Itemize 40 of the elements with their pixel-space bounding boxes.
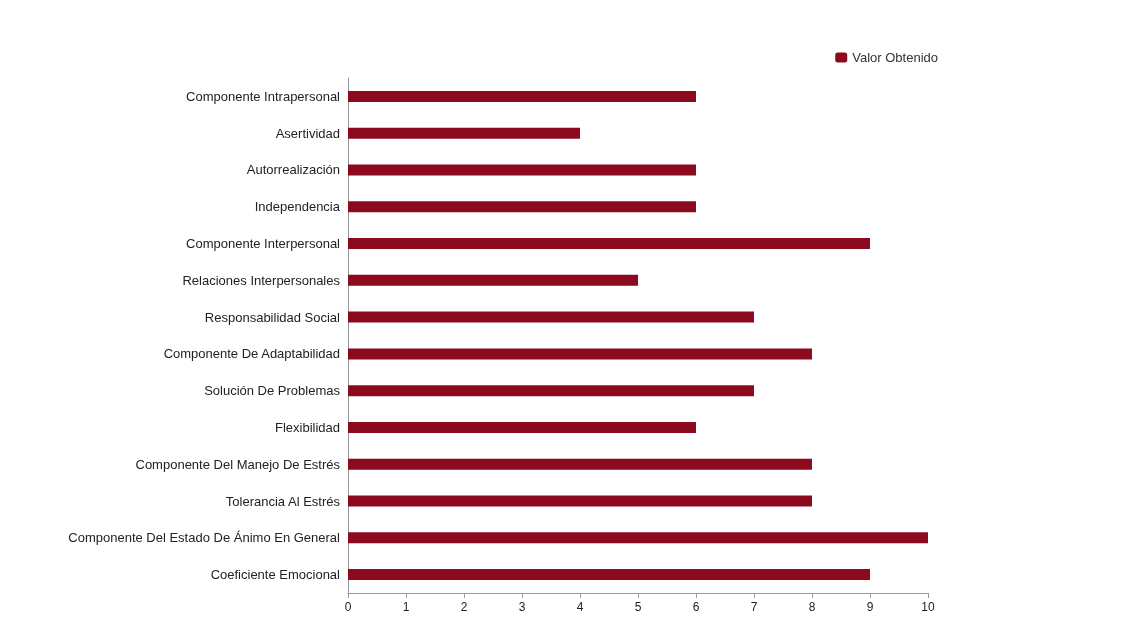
x-tick-label: 0 <box>344 600 352 614</box>
y-tick-label: Componente Interpersonal <box>186 236 341 252</box>
legend-label: Valor Obtenido <box>852 50 939 65</box>
bar <box>348 385 754 397</box>
bar <box>348 569 870 581</box>
x-tick-label: 7 <box>750 600 758 614</box>
x-tick-label: 3 <box>518 600 526 614</box>
bar <box>348 532 928 544</box>
x-tick-label: 5 <box>634 600 642 614</box>
y-tick-label: Asertividad <box>275 125 340 141</box>
bar <box>348 127 580 139</box>
x-tick-label: 10 <box>921 600 935 614</box>
y-tick-label: Tolerancia Al Estrés <box>225 493 341 509</box>
x-tick-label: 2 <box>460 600 468 614</box>
x-tick-label: 4 <box>576 600 584 614</box>
y-tick-label: Componente Intrapersonal <box>186 88 341 104</box>
y-tick-label: Coeficiente Emocional <box>210 567 341 583</box>
bar <box>348 164 696 176</box>
bar <box>348 421 696 433</box>
bar <box>348 238 870 250</box>
bar <box>348 90 696 102</box>
y-tick-label: Relaciones Interpersonales <box>182 272 341 288</box>
y-tick-label: Solución De Problemas <box>204 383 341 399</box>
bar <box>348 458 812 470</box>
x-tick-label: 8 <box>808 600 816 614</box>
y-tick-label: Componente De Adaptabilidad <box>163 346 340 362</box>
x-tick-label: 6 <box>692 600 700 614</box>
bar <box>348 495 812 507</box>
y-tick-label: Flexibilidad <box>274 419 340 435</box>
bar <box>348 201 696 213</box>
x-tick-label: 1 <box>402 600 410 614</box>
y-tick-label: Autorrealización <box>246 162 340 178</box>
bar <box>348 311 754 323</box>
bar <box>348 274 638 286</box>
y-tick-label: Componente Del Estado De Ánimo En General <box>68 530 341 546</box>
y-tick-label: Componente Del Manejo De Estrés <box>135 456 341 472</box>
bar <box>348 348 812 360</box>
y-tick-label: Responsabilidad Social <box>204 309 341 325</box>
y-tick-label: Independencia <box>254 199 341 215</box>
x-tick-label: 9 <box>866 600 874 614</box>
